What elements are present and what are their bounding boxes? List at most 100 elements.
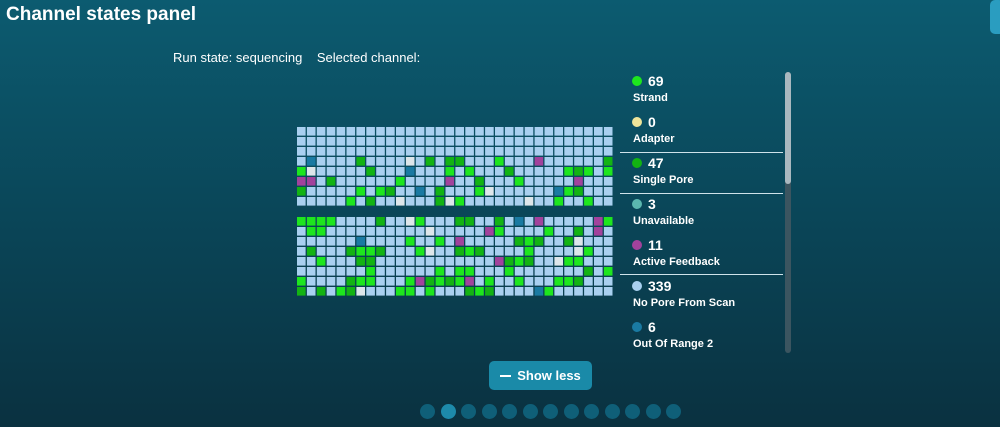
channel-cell[interactable] [564, 277, 573, 286]
channel-cell[interactable] [544, 197, 554, 206]
channel-cell[interactable] [415, 217, 425, 226]
channel-cell[interactable] [336, 147, 346, 156]
channel-cell[interactable] [316, 257, 326, 266]
channel-cell[interactable] [584, 287, 593, 296]
channel-cell[interactable] [584, 167, 593, 176]
channel-cell[interactable] [297, 267, 306, 276]
channel-cell[interactable] [465, 127, 474, 136]
channel-cell[interactable] [544, 287, 554, 296]
channel-cell[interactable] [485, 157, 494, 166]
channel-cell[interactable] [346, 167, 356, 176]
channel-cell[interactable] [405, 197, 415, 206]
channel-cell[interactable] [465, 227, 474, 236]
channel-cell[interactable] [495, 247, 504, 256]
channel-cell[interactable] [396, 257, 405, 266]
channel-cell[interactable] [386, 167, 395, 176]
channel-cell[interactable] [564, 237, 573, 246]
channel-cell[interactable] [336, 287, 346, 296]
channel-cell[interactable] [495, 127, 504, 136]
channel-cell[interactable] [554, 217, 563, 226]
channel-cell[interactable] [346, 147, 356, 156]
channel-cell[interactable] [326, 227, 336, 236]
channel-cell[interactable] [603, 177, 613, 186]
channel-cell[interactable] [326, 177, 336, 186]
channel-cell[interactable] [386, 287, 395, 296]
channel-cell[interactable] [564, 167, 573, 176]
channel-cell[interactable] [326, 277, 336, 286]
channel-cell[interactable] [504, 267, 514, 276]
channel-cell[interactable] [336, 187, 346, 196]
channel-cell[interactable] [425, 157, 435, 166]
channel-cell[interactable] [495, 147, 504, 156]
channel-cell[interactable] [346, 257, 356, 266]
channel-cell[interactable] [495, 267, 504, 276]
channel-cell[interactable] [594, 187, 603, 196]
channel-cell[interactable] [465, 177, 474, 186]
channel-cell[interactable] [326, 187, 336, 196]
channel-cell[interactable] [574, 167, 583, 176]
channel-cell[interactable] [376, 127, 385, 136]
channel-cell[interactable] [336, 217, 346, 226]
channel-cell[interactable] [465, 237, 474, 246]
channel-cell[interactable] [584, 187, 593, 196]
channel-cell[interactable] [544, 127, 554, 136]
channel-cell[interactable] [445, 197, 455, 206]
channel-cell[interactable] [415, 197, 425, 206]
channel-cell[interactable] [316, 147, 326, 156]
channel-cell[interactable] [396, 187, 405, 196]
channel-cell[interactable] [435, 137, 445, 146]
channel-cell[interactable] [386, 157, 395, 166]
channel-cell[interactable] [485, 227, 494, 236]
channel-cell[interactable] [504, 257, 514, 266]
channel-cell[interactable] [554, 247, 563, 256]
channel-cell[interactable] [603, 257, 613, 266]
channel-cell[interactable] [603, 267, 613, 276]
channel-cell[interactable] [336, 197, 346, 206]
channel-cell[interactable] [514, 237, 524, 246]
channel-cell[interactable] [326, 287, 336, 296]
channel-cell[interactable] [594, 237, 603, 246]
channel-cell[interactable] [356, 227, 365, 236]
channel-cell[interactable] [564, 227, 573, 236]
channel-cell[interactable] [366, 217, 375, 226]
channel-cell[interactable] [485, 247, 494, 256]
page-dot[interactable] [420, 404, 435, 419]
channel-cell[interactable] [297, 187, 306, 196]
channel-cell[interactable] [366, 237, 375, 246]
channel-cell[interactable] [554, 267, 563, 276]
channel-cell[interactable] [504, 187, 514, 196]
channel-cell[interactable] [584, 267, 593, 276]
channel-cell[interactable] [475, 217, 484, 226]
channel-cell[interactable] [326, 147, 336, 156]
channel-cell[interactable] [306, 137, 316, 146]
channel-cell[interactable] [594, 287, 603, 296]
channel-cell[interactable] [455, 157, 464, 166]
channel-cell[interactable] [356, 187, 365, 196]
channel-cell[interactable] [356, 267, 365, 276]
channel-cell[interactable] [475, 257, 484, 266]
channel-cell[interactable] [524, 157, 534, 166]
channel-cell[interactable] [465, 157, 474, 166]
channel-cell[interactable] [495, 167, 504, 176]
channel-cell[interactable] [396, 137, 405, 146]
channel-cell[interactable] [574, 257, 583, 266]
channel-cell[interactable] [455, 227, 464, 236]
channel-cell[interactable] [356, 287, 365, 296]
channel-cell[interactable] [514, 187, 524, 196]
channel-cell[interactable] [445, 177, 455, 186]
channel-cell[interactable] [425, 247, 435, 256]
channel-cell[interactable] [495, 277, 504, 286]
channel-cell[interactable] [425, 237, 435, 246]
channel-cell[interactable] [415, 167, 425, 176]
page-dot[interactable] [522, 404, 538, 419]
channel-cell[interactable] [356, 277, 365, 286]
channel-cell[interactable] [356, 167, 365, 176]
channel-cell[interactable] [574, 267, 583, 276]
channel-cell[interactable] [534, 127, 544, 136]
channel-cell[interactable] [594, 137, 603, 146]
channel-cell[interactable] [356, 197, 365, 206]
channel-cell[interactable] [425, 177, 435, 186]
channel-cell[interactable] [534, 287, 544, 296]
channel-cell[interactable] [405, 217, 415, 226]
channel-cell[interactable] [465, 277, 474, 286]
